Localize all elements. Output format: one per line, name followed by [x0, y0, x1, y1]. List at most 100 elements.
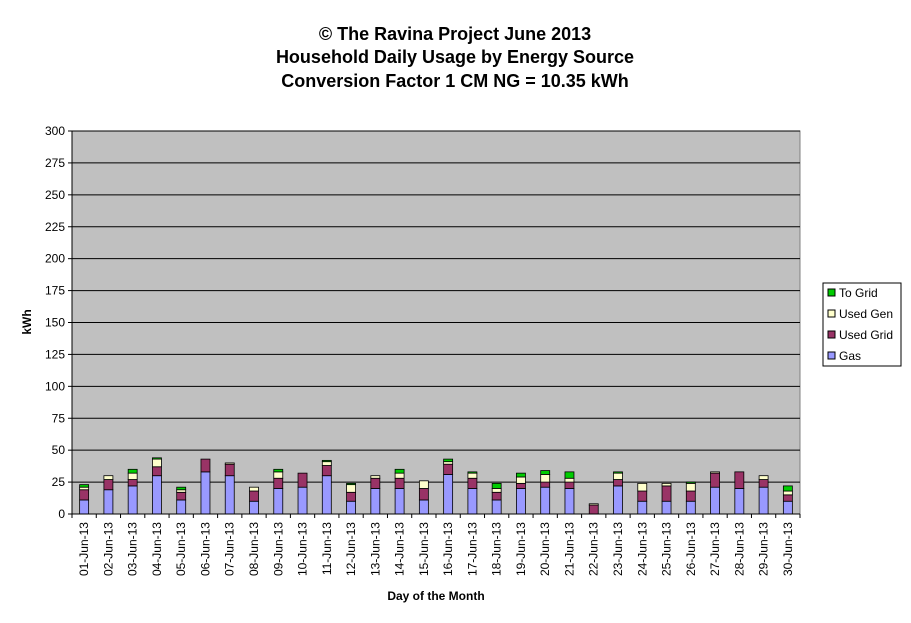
bar-segment [370, 475, 381, 479]
y-tick-label: 25 [52, 475, 66, 489]
x-tick-label: 21-Jun-13 [562, 522, 576, 576]
bar-segment [564, 488, 575, 515]
y-tick-label: 300 [45, 124, 65, 138]
x-tick-label: 14-Jun-13 [393, 522, 407, 576]
bar-segment [540, 481, 551, 488]
x-tick-label: 27-Jun-13 [708, 522, 722, 576]
bar-segment [394, 488, 405, 515]
bar-segment [297, 472, 308, 488]
bar-segment [758, 475, 769, 480]
y-tick-label: 75 [52, 411, 66, 425]
bar-segment [491, 499, 502, 515]
x-tick-label: 22-Jun-13 [587, 522, 601, 576]
bar-segment [127, 472, 138, 480]
bar-segment [321, 459, 332, 463]
y-tick-label: 200 [45, 252, 65, 266]
x-tick-label: 19-Jun-13 [514, 522, 528, 576]
x-tick-label: 12-Jun-13 [344, 522, 358, 576]
bar-segment [273, 477, 284, 489]
x-tick-label: 17-Jun-13 [465, 522, 479, 576]
bar-segment [370, 477, 381, 489]
chart-title-line-2: Household Daily Usage by Energy Source [276, 47, 634, 67]
bar-segment [346, 484, 356, 493]
x-tick-label: 13-Jun-13 [368, 522, 382, 576]
bar-segment [443, 474, 454, 515]
x-tick-label: 29-Jun-13 [757, 522, 771, 576]
bar-segment [79, 489, 90, 501]
bar-segment [346, 482, 356, 486]
bar-segment [758, 479, 769, 488]
bar-segment [176, 486, 187, 491]
bar-segment [103, 475, 114, 480]
x-tick-label: 09-Jun-13 [271, 522, 285, 576]
x-tick-label: 06-Jun-13 [198, 522, 212, 576]
bar-segment [200, 471, 211, 515]
bar-segment [394, 477, 405, 489]
bar-segment [782, 490, 793, 496]
bar-segment [321, 475, 332, 515]
bar-segment [176, 491, 187, 501]
bar-segment [79, 484, 90, 488]
bar-segment [273, 468, 284, 473]
bar-segment [540, 486, 551, 515]
legend-swatch [827, 330, 836, 339]
bar-segment [516, 472, 526, 478]
x-tick-label: 11-Jun-13 [320, 522, 334, 575]
bar-segment [782, 485, 793, 492]
chart-title: © The Ravina Project June 2013 Household… [276, 24, 634, 91]
legend: To Grid Used Gen Used Grid Gas [822, 282, 902, 367]
bar-segment [224, 475, 235, 515]
bar-segment [394, 468, 405, 474]
y-tick-label: 100 [45, 379, 65, 393]
bar-segment [346, 491, 356, 502]
bar-segment [273, 471, 284, 479]
bar-segment [224, 462, 235, 465]
legend-swatch [827, 309, 836, 318]
bar-segment [467, 477, 478, 489]
bar-segment [249, 486, 259, 492]
y-tick-label: 225 [45, 220, 65, 234]
bar-segment [613, 485, 623, 515]
bar-segment [588, 503, 599, 506]
bar-segment [564, 481, 575, 489]
gridlines [72, 130, 800, 483]
bar-segment [443, 463, 454, 475]
bar-segment [249, 490, 259, 502]
x-tick-label: 04-Jun-13 [150, 522, 164, 576]
bar-segment [685, 481, 696, 484]
x-axis-title: Day of the Month [387, 589, 484, 603]
bar-segment [152, 475, 162, 515]
x-tick-label: 24-Jun-13 [635, 522, 649, 576]
y-tick-label: 50 [52, 443, 66, 457]
bar-segment [200, 458, 211, 473]
bar-segment [297, 486, 308, 515]
x-tick-label: 02-Jun-13 [101, 522, 115, 576]
x-tick-label: 26-Jun-13 [684, 522, 698, 576]
x-tick-label: 05-Jun-13 [174, 522, 188, 576]
y-tick-label: 250 [45, 188, 65, 202]
bar-segment [588, 504, 599, 515]
bar-segment [661, 485, 672, 502]
legend-label: Gas [839, 349, 861, 363]
x-tick-label: 10-Jun-13 [296, 522, 310, 576]
bar-segment [710, 472, 720, 488]
bar-segment [346, 500, 356, 515]
y-tick-label: 0 [58, 507, 65, 521]
x-tick-label: 20-Jun-13 [538, 522, 552, 576]
bar-segment [370, 488, 381, 515]
bar-segment [103, 489, 114, 515]
y-tick-label: 125 [45, 347, 65, 361]
bar-segment [321, 461, 332, 466]
x-tick-label: 03-Jun-13 [126, 522, 140, 576]
bar-segment [491, 491, 502, 501]
bar-segment [321, 465, 332, 477]
bar-segment [685, 490, 696, 502]
bar-segment [418, 499, 429, 515]
x-tick-label: 23-Jun-13 [611, 522, 625, 576]
bar-segment [152, 457, 162, 460]
x-tick-label: 01-Jun-13 [77, 522, 91, 576]
bar-segment [491, 482, 502, 489]
bar-segment [685, 482, 696, 492]
bar-segment [637, 500, 648, 515]
